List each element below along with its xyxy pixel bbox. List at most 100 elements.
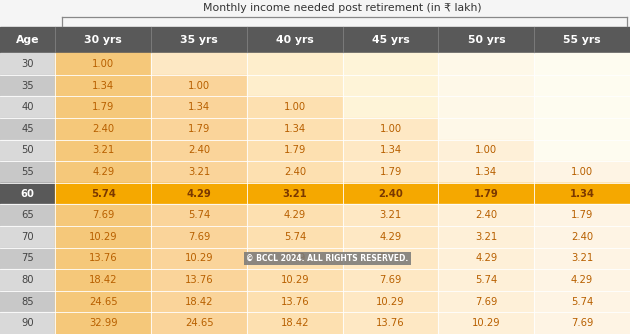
Text: 90: 90 xyxy=(21,318,34,328)
Text: 45 yrs: 45 yrs xyxy=(372,35,410,45)
Bar xyxy=(0,75,55,96)
Bar xyxy=(247,96,343,118)
Bar xyxy=(151,118,247,140)
Bar xyxy=(438,204,534,226)
Bar xyxy=(151,312,247,334)
Bar xyxy=(534,27,630,53)
Bar xyxy=(151,96,247,118)
Bar xyxy=(247,204,343,226)
Text: 13.76: 13.76 xyxy=(280,297,309,307)
Text: 5.74: 5.74 xyxy=(188,210,210,220)
Text: 65: 65 xyxy=(21,210,34,220)
Bar xyxy=(55,75,151,96)
Bar xyxy=(438,53,534,75)
Text: 55 yrs: 55 yrs xyxy=(563,35,601,45)
Text: 5.74: 5.74 xyxy=(91,189,116,198)
Text: 5.74: 5.74 xyxy=(379,254,402,264)
Bar xyxy=(151,226,247,247)
Bar xyxy=(343,75,438,96)
Bar xyxy=(534,118,630,140)
Text: Age: Age xyxy=(16,35,40,45)
Text: 4.29: 4.29 xyxy=(379,232,402,242)
Bar xyxy=(0,0,630,27)
Text: 2.40: 2.40 xyxy=(378,189,403,198)
Bar xyxy=(247,312,343,334)
Text: 10.29: 10.29 xyxy=(280,275,309,285)
Bar xyxy=(0,312,55,334)
Bar xyxy=(0,183,55,204)
Bar xyxy=(0,204,55,226)
Text: 4.29: 4.29 xyxy=(284,210,306,220)
Bar xyxy=(534,269,630,291)
Bar xyxy=(343,118,438,140)
Bar xyxy=(343,161,438,183)
Text: 7.69: 7.69 xyxy=(92,210,115,220)
Bar xyxy=(247,27,343,53)
Text: 3.21: 3.21 xyxy=(282,189,307,198)
Bar xyxy=(343,53,438,75)
Bar xyxy=(0,226,55,247)
Text: 7.69: 7.69 xyxy=(188,232,210,242)
Text: 45: 45 xyxy=(21,124,34,134)
Text: 40: 40 xyxy=(21,102,34,112)
Bar xyxy=(55,53,151,75)
Bar xyxy=(534,183,630,204)
Bar xyxy=(534,140,630,161)
Bar xyxy=(55,161,151,183)
Text: 7.69: 7.69 xyxy=(379,275,402,285)
Text: 1.00: 1.00 xyxy=(92,59,115,69)
Text: 3.21: 3.21 xyxy=(379,210,402,220)
Text: 5.74: 5.74 xyxy=(284,232,306,242)
Bar xyxy=(55,96,151,118)
Text: 1.79: 1.79 xyxy=(474,189,499,198)
Text: 7.69: 7.69 xyxy=(475,297,498,307)
Bar xyxy=(343,140,438,161)
Text: 3.21: 3.21 xyxy=(475,232,498,242)
Text: 50: 50 xyxy=(21,145,34,155)
Text: 1.34: 1.34 xyxy=(475,167,498,177)
Text: 1.00: 1.00 xyxy=(188,80,210,91)
Bar xyxy=(534,161,630,183)
Bar xyxy=(151,269,247,291)
Bar xyxy=(534,96,630,118)
Bar xyxy=(438,140,534,161)
Text: 32.99: 32.99 xyxy=(89,318,118,328)
Bar xyxy=(55,183,151,204)
Bar xyxy=(247,269,343,291)
Text: 1.79: 1.79 xyxy=(92,102,115,112)
Text: 85: 85 xyxy=(21,297,34,307)
Text: 2.40: 2.40 xyxy=(284,167,306,177)
Text: 2.40: 2.40 xyxy=(571,232,593,242)
Bar xyxy=(151,75,247,96)
Bar xyxy=(0,140,55,161)
Bar xyxy=(55,204,151,226)
Bar xyxy=(438,183,534,204)
Bar xyxy=(534,53,630,75)
Bar xyxy=(151,204,247,226)
Bar xyxy=(534,291,630,312)
Bar xyxy=(438,161,534,183)
Text: 4.29: 4.29 xyxy=(92,167,115,177)
Bar xyxy=(55,291,151,312)
Bar xyxy=(0,291,55,312)
Bar xyxy=(438,75,534,96)
Text: 30: 30 xyxy=(21,59,34,69)
Bar xyxy=(247,118,343,140)
Text: 10.29: 10.29 xyxy=(185,254,214,264)
Bar xyxy=(247,247,343,269)
Text: 2.40: 2.40 xyxy=(92,124,115,134)
Text: 1.00: 1.00 xyxy=(379,124,402,134)
Text: 1.79: 1.79 xyxy=(284,145,306,155)
Bar xyxy=(151,27,247,53)
Bar xyxy=(55,247,151,269)
Text: 1.34: 1.34 xyxy=(284,124,306,134)
Bar xyxy=(343,291,438,312)
Text: 5.74: 5.74 xyxy=(571,297,593,307)
Bar xyxy=(438,312,534,334)
Text: 60: 60 xyxy=(21,189,35,198)
Bar xyxy=(151,247,247,269)
Text: 1.34: 1.34 xyxy=(188,102,210,112)
Text: 1.34: 1.34 xyxy=(570,189,595,198)
Bar xyxy=(247,53,343,75)
Bar xyxy=(438,291,534,312)
